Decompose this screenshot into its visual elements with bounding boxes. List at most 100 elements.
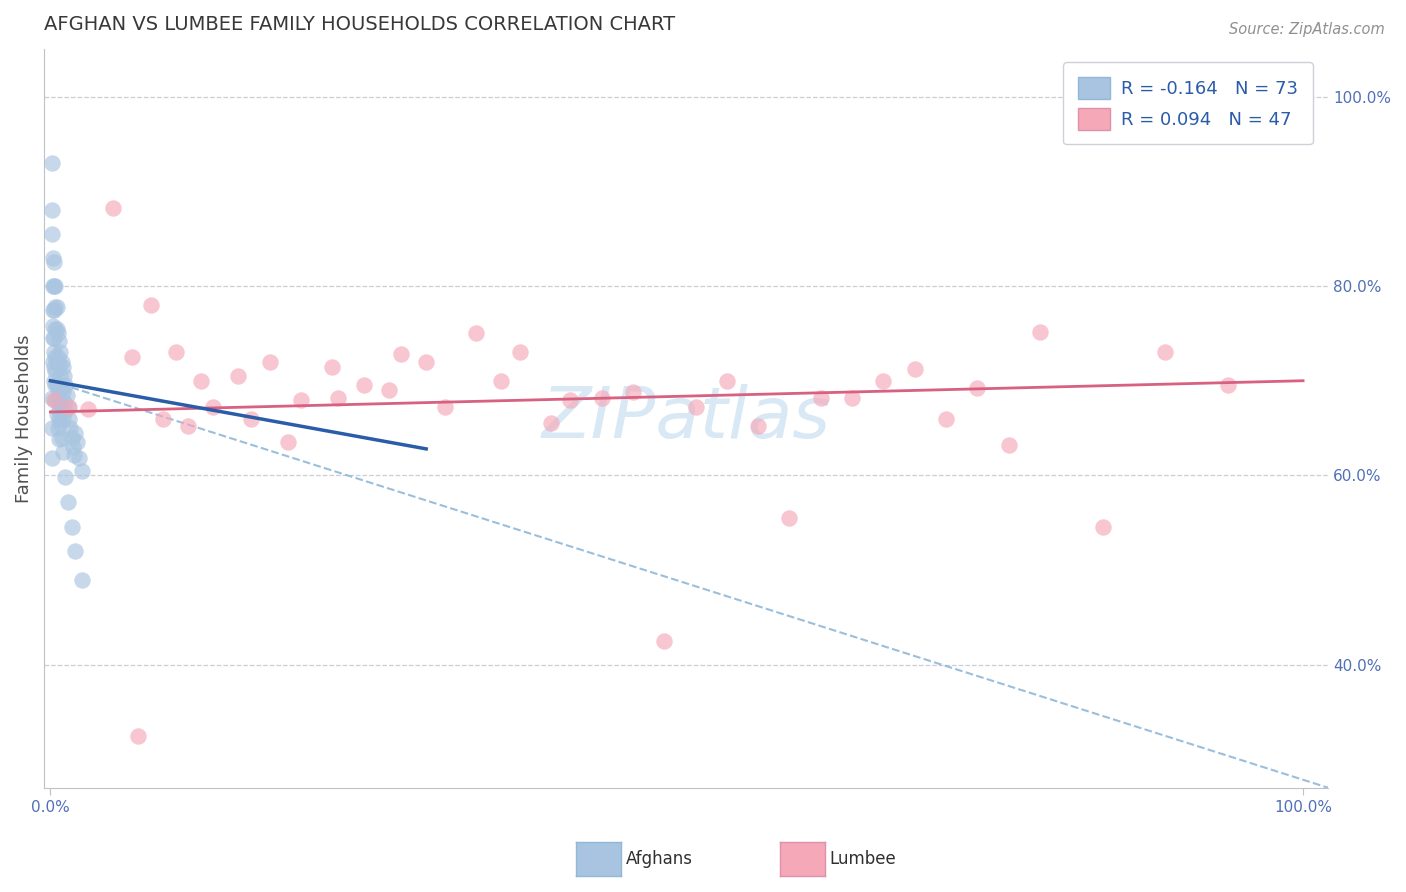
Point xyxy=(44,392,66,407)
Point xyxy=(540,417,562,431)
Point xyxy=(45,355,67,369)
Point xyxy=(49,417,72,431)
Point xyxy=(51,355,73,369)
Point xyxy=(377,383,399,397)
Point xyxy=(202,401,225,415)
Point xyxy=(58,411,80,425)
Point xyxy=(52,385,75,400)
Point xyxy=(491,374,513,388)
Point xyxy=(389,347,412,361)
Point xyxy=(51,381,73,395)
Point xyxy=(52,411,75,425)
Point xyxy=(41,203,63,218)
Point xyxy=(177,419,200,434)
Point xyxy=(42,355,65,369)
Point xyxy=(60,431,83,445)
Point xyxy=(63,448,86,462)
Point xyxy=(277,435,299,450)
Point xyxy=(44,279,66,293)
Point xyxy=(55,470,77,484)
Point xyxy=(65,544,87,558)
Point xyxy=(259,355,281,369)
Point xyxy=(46,350,69,364)
Point xyxy=(66,435,89,450)
Point xyxy=(46,378,69,392)
Point xyxy=(41,156,63,170)
Point xyxy=(49,369,72,384)
Point xyxy=(52,444,75,458)
Point xyxy=(48,334,70,348)
Point xyxy=(42,318,65,333)
Point xyxy=(49,345,72,359)
Point xyxy=(45,300,67,314)
Point xyxy=(1154,345,1177,359)
Point xyxy=(51,431,73,445)
Point xyxy=(53,394,76,409)
Text: Source: ZipAtlas.com: Source: ZipAtlas.com xyxy=(1229,22,1385,37)
Legend: R = -0.164   N = 73, R = 0.094   N = 47: R = -0.164 N = 73, R = 0.094 N = 47 xyxy=(1063,62,1313,145)
Point xyxy=(716,374,738,388)
Point xyxy=(44,302,66,317)
Point xyxy=(1091,520,1114,534)
Point xyxy=(70,573,93,587)
Point xyxy=(139,298,162,312)
Point xyxy=(41,227,63,241)
Point xyxy=(101,202,124,216)
Point xyxy=(48,411,70,425)
Point xyxy=(45,407,67,421)
Point xyxy=(509,345,531,359)
Point xyxy=(45,378,67,392)
Point xyxy=(48,383,70,397)
Point xyxy=(44,378,66,392)
Point xyxy=(77,402,100,417)
Point xyxy=(55,404,77,418)
Point xyxy=(44,300,66,314)
Point xyxy=(810,391,832,405)
Point xyxy=(44,374,66,388)
Point xyxy=(652,634,675,648)
Point xyxy=(55,388,77,402)
Point xyxy=(904,362,927,376)
Point xyxy=(44,364,66,378)
Point xyxy=(53,369,76,384)
Point xyxy=(44,321,66,335)
Point xyxy=(44,345,66,359)
Point xyxy=(353,378,375,392)
Point xyxy=(42,302,65,317)
Point xyxy=(226,369,249,384)
Point xyxy=(1029,325,1052,339)
Point xyxy=(190,374,212,388)
Point xyxy=(321,359,343,374)
Point xyxy=(65,425,87,440)
Point xyxy=(121,350,143,364)
Point xyxy=(46,421,69,435)
Point xyxy=(48,433,70,447)
Point xyxy=(46,326,69,341)
Y-axis label: Family Households: Family Households xyxy=(15,334,32,503)
Point xyxy=(465,326,488,341)
Point xyxy=(60,520,83,534)
Point xyxy=(44,359,66,374)
Point xyxy=(41,391,63,405)
Point xyxy=(41,451,63,466)
Point xyxy=(872,374,894,388)
Point xyxy=(433,401,456,415)
Text: AFGHAN VS LUMBEE FAMILY HOUSEHOLDS CORRELATION CHART: AFGHAN VS LUMBEE FAMILY HOUSEHOLDS CORRE… xyxy=(44,15,675,34)
Point xyxy=(44,392,66,407)
Point xyxy=(70,464,93,478)
Point xyxy=(685,401,707,415)
Point xyxy=(52,359,75,374)
Point xyxy=(46,392,69,407)
Point xyxy=(55,378,77,392)
Point xyxy=(841,391,863,405)
Point xyxy=(44,279,66,293)
Point xyxy=(966,381,988,395)
Text: ZIPatlas: ZIPatlas xyxy=(541,384,831,453)
Point xyxy=(48,404,70,418)
Point xyxy=(779,511,801,525)
Point xyxy=(62,440,84,454)
Point xyxy=(127,729,149,743)
Point xyxy=(42,279,65,293)
Point xyxy=(747,419,769,434)
Point xyxy=(45,321,67,335)
